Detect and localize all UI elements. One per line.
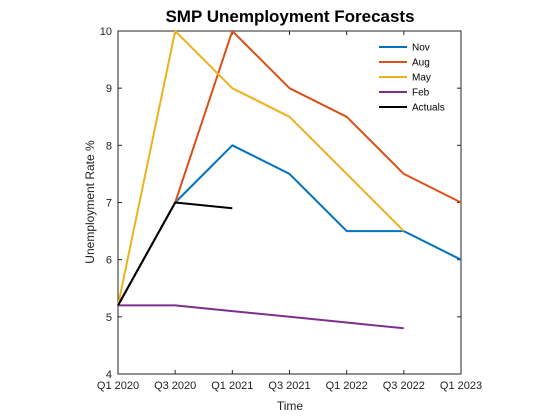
legend-label-feb: Feb <box>412 88 430 99</box>
legend-label-may: May <box>412 73 431 84</box>
legend-label-actuals: Actuals <box>412 103 445 114</box>
x-tick-label: Q1 2023 <box>440 380 482 392</box>
legend-box <box>374 37 456 113</box>
legend: Nov Aug May Feb Actuals <box>374 37 456 114</box>
x-tick-label: Q1 2020 <box>97 380 139 392</box>
y-tick-label: 6 <box>106 255 112 267</box>
series-line-actuals <box>117 201 233 306</box>
legend-label-aug: Aug <box>412 58 430 69</box>
x-axis-label: Time <box>277 399 304 413</box>
series-lines <box>117 30 462 330</box>
x-axis: Q1 2020 Q3 2020 Q1 2021 Q3 2021 Q1 2022 Q3 20… <box>97 31 482 392</box>
x-tick-label: Q3 2020 <box>154 380 196 392</box>
x-tick-label: Q1 2021 <box>211 380 253 392</box>
chart-title: SMP Unemployment Forecasts <box>165 7 414 26</box>
y-tick-label: 9 <box>106 83 112 95</box>
series-line-may <box>117 30 405 306</box>
y-axis: 4 5 6 7 8 9 10 <box>100 26 461 381</box>
x-tick-label: Q3 2021 <box>268 380 310 392</box>
legend-label-nov: Nov <box>412 43 430 54</box>
y-tick-label: 4 <box>106 369 112 381</box>
x-tick-label: Q3 2022 <box>383 380 425 392</box>
x-tick-label: Q1 2022 <box>326 380 368 392</box>
y-tick-label: 5 <box>106 312 112 324</box>
y-tick-label: 7 <box>106 198 112 210</box>
y-tick-label: 10 <box>100 26 112 38</box>
series-line-feb <box>118 304 404 330</box>
y-tick-label: 8 <box>106 140 112 152</box>
y-axis-label: Unemployment Rate % <box>83 140 97 264</box>
